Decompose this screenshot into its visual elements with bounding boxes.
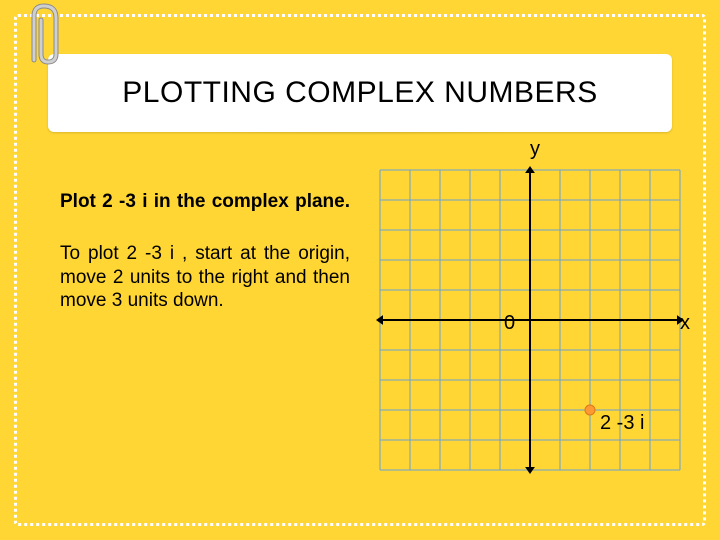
complex-plane-chart: y x 0 2 -3 i — [370, 160, 690, 480]
plot-body: To plot 2 -3 i , start at the origin, mo… — [60, 242, 350, 313]
text-column: Plot 2 -3 i in the complex plane. To plo… — [60, 190, 350, 313]
title-card: PLOTTING COMPLEX NUMBERS — [48, 54, 672, 132]
x-axis-label: x — [680, 312, 690, 335]
slide-title: PLOTTING COMPLEX NUMBERS — [122, 76, 597, 110]
plot-heading: Plot 2 -3 i in the complex plane. — [60, 190, 350, 214]
origin-label: 0 — [504, 312, 515, 335]
content-area: Plot 2 -3 i in the complex plane. To plo… — [60, 160, 680, 500]
paperclip-icon — [22, 2, 70, 70]
point-label: 2 -3 i — [600, 412, 644, 435]
